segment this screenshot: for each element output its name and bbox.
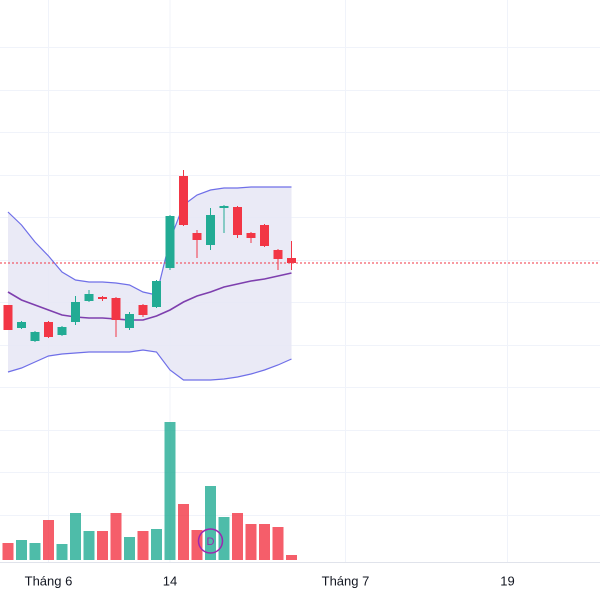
candle-body <box>206 215 215 245</box>
candle-body <box>260 225 269 246</box>
x-tick-label: 14 <box>163 573 177 588</box>
candle-body <box>30 332 40 341</box>
volume-bar <box>2 543 14 560</box>
candle-body <box>57 327 67 335</box>
volume-bar <box>218 517 230 560</box>
volume-bar <box>16 540 27 560</box>
candle-body <box>287 258 296 263</box>
x-tick-label: 19 <box>500 573 514 588</box>
volume-bar <box>83 531 95 560</box>
candle-body <box>273 250 283 259</box>
candle-body <box>98 297 107 299</box>
x-tick-label: Tháng 7 <box>322 573 370 588</box>
volume-bar <box>245 524 257 560</box>
volume-bar <box>70 513 81 560</box>
volume-bar <box>137 531 149 560</box>
candle-body <box>179 176 188 225</box>
volume-bar <box>286 555 297 560</box>
band-lower <box>7 349 292 381</box>
volume-bar <box>43 520 54 560</box>
candle-body <box>71 302 80 322</box>
band-middle <box>7 272 292 321</box>
candle-body <box>84 294 94 301</box>
candle-body <box>219 206 229 208</box>
volume-bar <box>151 529 162 560</box>
volume-bar <box>191 530 203 560</box>
band-fill <box>8 187 292 380</box>
volume-bar <box>259 524 270 560</box>
volume-bar <box>232 513 243 560</box>
volume-bar <box>29 543 41 560</box>
band-upper <box>7 186 292 296</box>
volume-bar <box>205 486 216 560</box>
candle-body <box>111 298 121 320</box>
volume-bar <box>124 537 135 560</box>
volume-bar <box>97 531 108 560</box>
volume-bar <box>272 527 284 560</box>
volume-bar <box>110 513 122 560</box>
candle-body <box>233 207 242 235</box>
candle-body <box>152 281 161 307</box>
candle-body <box>192 233 202 240</box>
candle-body <box>138 305 148 315</box>
candle-body <box>17 322 26 328</box>
candle-body <box>165 216 175 268</box>
event-marker-label: D <box>207 536 215 548</box>
candle-body <box>125 314 134 328</box>
candle-body <box>3 305 13 330</box>
volume-bar <box>56 544 68 560</box>
volume-bar <box>164 422 176 560</box>
volume-bar <box>178 504 189 560</box>
x-tick-label: Tháng 6 <box>25 573 73 588</box>
candle-body <box>246 233 256 238</box>
event-marker <box>197 528 224 554</box>
candle-body <box>44 322 53 337</box>
